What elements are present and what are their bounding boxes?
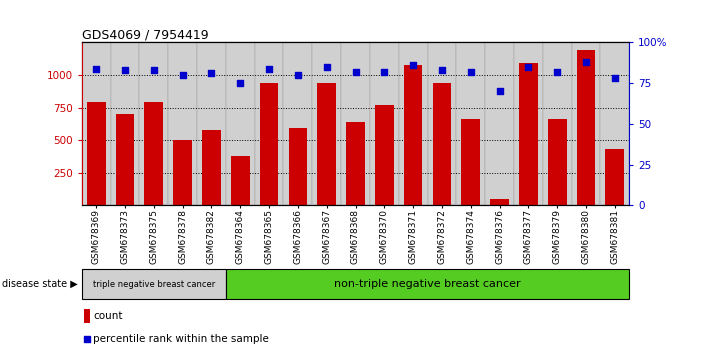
Text: disease state ▶: disease state ▶ (2, 279, 78, 289)
FancyBboxPatch shape (572, 42, 600, 205)
Point (437, 67, 448, 73)
Point (263, 66, 274, 72)
Text: GDS4069 / 7954419: GDS4069 / 7954419 (82, 28, 208, 41)
FancyBboxPatch shape (399, 42, 427, 205)
Point (119, 67, 131, 73)
FancyBboxPatch shape (370, 42, 399, 205)
FancyBboxPatch shape (82, 42, 111, 205)
Point (494, 88, 506, 94)
Point (321, 64, 332, 70)
Point (177, 72, 188, 78)
Bar (490, 199, 509, 205)
Bar (84, 309, 90, 323)
Bar (289, 129, 307, 205)
Point (580, 59, 592, 65)
FancyBboxPatch shape (456, 42, 485, 205)
Bar (577, 50, 595, 205)
Point (609, 75, 621, 81)
Point (523, 64, 534, 70)
Point (299, 191, 311, 197)
FancyBboxPatch shape (542, 42, 572, 205)
FancyBboxPatch shape (169, 42, 197, 205)
Bar (432, 83, 451, 205)
Bar (173, 140, 192, 205)
Bar (404, 65, 422, 205)
Point (350, 69, 361, 75)
Bar (548, 119, 567, 205)
FancyBboxPatch shape (600, 42, 629, 205)
Point (148, 67, 159, 73)
FancyBboxPatch shape (427, 42, 456, 205)
FancyBboxPatch shape (485, 42, 514, 205)
Point (205, 70, 217, 76)
Text: count: count (93, 311, 122, 321)
Bar (519, 63, 538, 205)
Bar (87, 102, 105, 205)
Bar (461, 119, 480, 205)
Bar (82, 269, 226, 299)
Point (407, 62, 419, 68)
FancyBboxPatch shape (255, 42, 284, 205)
Point (465, 69, 476, 75)
FancyBboxPatch shape (139, 42, 169, 205)
FancyBboxPatch shape (341, 42, 370, 205)
Point (90, 66, 102, 72)
Bar (346, 122, 365, 205)
Point (552, 69, 563, 75)
Point (235, 80, 246, 86)
Bar (202, 130, 221, 205)
Bar (317, 83, 336, 205)
FancyBboxPatch shape (284, 42, 312, 205)
Bar (260, 83, 279, 205)
FancyBboxPatch shape (111, 42, 139, 205)
Text: triple negative breast cancer: triple negative breast cancer (92, 280, 215, 289)
Point (292, 72, 304, 78)
Bar (606, 149, 624, 205)
Bar (375, 105, 394, 205)
FancyBboxPatch shape (514, 42, 542, 205)
FancyBboxPatch shape (226, 42, 255, 205)
Text: percentile rank within the sample: percentile rank within the sample (93, 334, 269, 344)
Bar (116, 114, 134, 205)
Bar (144, 102, 163, 205)
Text: non-triple negative breast cancer: non-triple negative breast cancer (334, 279, 521, 289)
FancyBboxPatch shape (312, 42, 341, 205)
Bar (226, 269, 629, 299)
Bar (231, 156, 250, 205)
FancyBboxPatch shape (197, 42, 226, 205)
Point (379, 69, 390, 75)
